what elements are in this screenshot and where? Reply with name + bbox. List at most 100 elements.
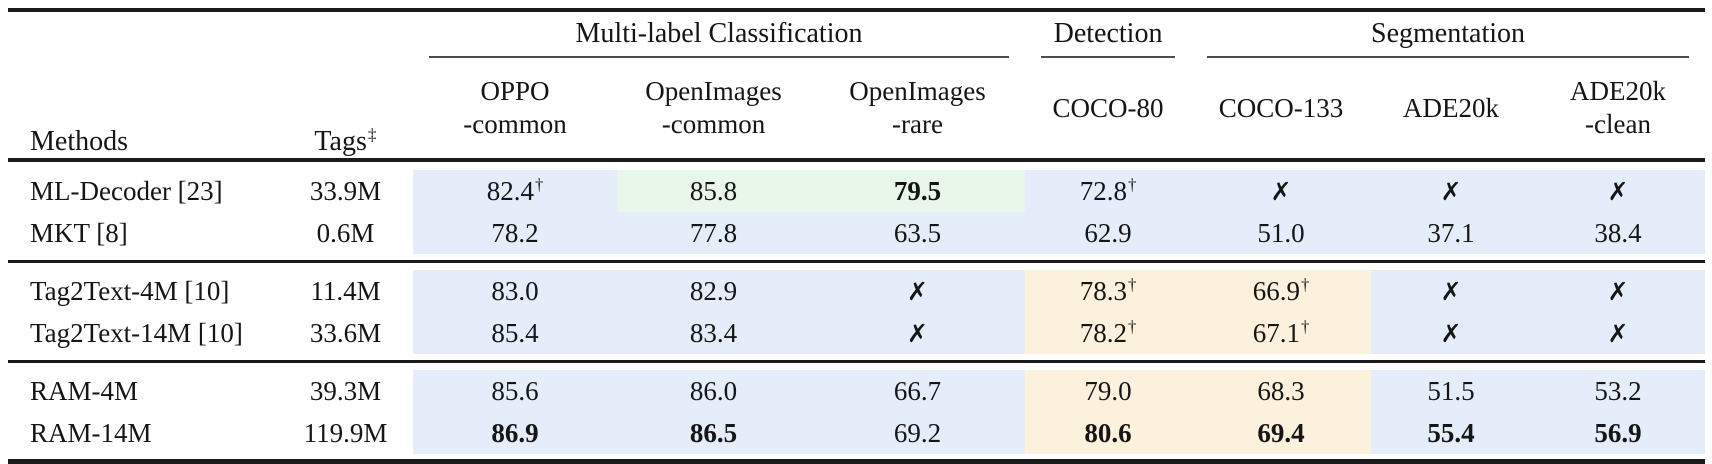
ballot-x-icon: ✗ bbox=[907, 276, 928, 306]
column-header-coco80: COCO-80 bbox=[1025, 58, 1192, 162]
methods-label: Methods bbox=[30, 126, 128, 157]
score-value: 86.9 bbox=[491, 417, 539, 448]
multilabel-group-label: Multi-label Classification bbox=[575, 18, 863, 49]
score-value: 69.4 bbox=[1257, 417, 1305, 448]
score-cell: 82.9 bbox=[617, 270, 810, 312]
score-cell: 78.3† bbox=[1025, 270, 1192, 312]
score-cell: 62.9 bbox=[1025, 212, 1192, 254]
score-value: 51.5 bbox=[1427, 375, 1475, 406]
column-label-line: OPPO bbox=[480, 76, 550, 106]
score-cell: 55.4 bbox=[1371, 412, 1532, 454]
score-value: 69.2 bbox=[893, 417, 942, 448]
score-value: 83.4 bbox=[689, 317, 738, 348]
score-value: 67.1 bbox=[1252, 317, 1300, 348]
column-header-oppo-common: OPPO -common bbox=[413, 58, 617, 162]
score-cell: 85.8 bbox=[617, 170, 810, 212]
score-value: 85.8 bbox=[689, 175, 738, 206]
benchmark-results-table: Methods Tags‡ Multi-label Classification… bbox=[8, 8, 1706, 464]
score-cell: 80.6 bbox=[1025, 412, 1192, 454]
tags-count-cell: 119.9M bbox=[278, 412, 413, 454]
score-cell: 86.0 bbox=[617, 370, 810, 412]
column-label-line: -rare bbox=[892, 109, 943, 139]
ballot-x-icon: ✗ bbox=[907, 318, 928, 348]
score-cell: 77.8 bbox=[617, 212, 810, 254]
methods-column-header: Methods bbox=[8, 10, 278, 162]
method-name-cell: Tag2Text-14M [10] bbox=[8, 312, 278, 354]
not-supported-cross-cell: ✗ bbox=[1531, 270, 1706, 312]
method-name-cell: RAM-14M bbox=[8, 412, 278, 454]
not-supported-cross-cell: ✗ bbox=[1191, 170, 1372, 212]
tags-count-cell: 33.9M bbox=[278, 170, 413, 212]
group-separator bbox=[8, 254, 1706, 270]
not-supported-cross-cell: ✗ bbox=[1531, 312, 1706, 354]
score-cell: 66.7 bbox=[810, 370, 1026, 412]
multilabel-group-rule bbox=[429, 56, 1010, 58]
dagger-marker: † bbox=[1300, 317, 1310, 337]
column-label-line: OpenImages bbox=[849, 76, 986, 106]
score-value: 80.6 bbox=[1084, 417, 1132, 448]
score-value: 85.4 bbox=[491, 317, 539, 348]
group-header-segmentation: Segmentation bbox=[1191, 10, 1705, 58]
score-cell: 38.4 bbox=[1531, 212, 1706, 254]
group-header-detection: Detection bbox=[1025, 10, 1191, 58]
tags-double-dagger: ‡ bbox=[367, 125, 377, 145]
spacer-cell bbox=[8, 254, 1706, 270]
score-value: 55.4 bbox=[1427, 417, 1475, 448]
dagger-marker: † bbox=[534, 175, 544, 195]
table-row: Tag2Text-14M [10] 33.6M 85.4 83.4 ✗ 78.2† 67.1… bbox=[8, 312, 1706, 354]
column-label-line: ADE20k bbox=[1570, 76, 1667, 106]
score-cell: 79.0 bbox=[1025, 370, 1192, 412]
not-supported-cross-cell: ✗ bbox=[810, 312, 1026, 354]
method-name-cell: Tag2Text-4M [10] bbox=[8, 270, 278, 312]
not-supported-cross-cell: ✗ bbox=[1531, 170, 1706, 212]
group-separator bbox=[8, 354, 1706, 370]
score-cell: 85.4 bbox=[413, 312, 617, 354]
score-value: 86.5 bbox=[689, 417, 738, 448]
score-cell: 53.2 bbox=[1531, 370, 1706, 412]
score-cell: 51.0 bbox=[1191, 212, 1372, 254]
group-divider-rule bbox=[8, 260, 1706, 263]
group-header-row: Methods Tags‡ Multi-label Classification… bbox=[8, 10, 1705, 162]
not-supported-cross-cell: ✗ bbox=[1371, 270, 1532, 312]
method-name-cell: MKT [8] bbox=[8, 212, 278, 254]
column-label-line: -common bbox=[661, 109, 766, 139]
ballot-x-icon: ✗ bbox=[1440, 276, 1462, 306]
segmentation-group-label: Segmentation bbox=[1371, 18, 1526, 49]
score-value: 38.4 bbox=[1594, 217, 1642, 248]
detection-group-label: Detection bbox=[1053, 18, 1163, 49]
score-cell: 82.4† bbox=[413, 170, 617, 212]
header-gap bbox=[8, 160, 1706, 170]
score-cell: 69.4 bbox=[1191, 412, 1372, 454]
column-label-line: -common bbox=[463, 109, 567, 139]
score-value: 56.9 bbox=[1594, 417, 1642, 448]
column-label-line: COCO-133 bbox=[1218, 92, 1344, 123]
detection-group-rule bbox=[1041, 56, 1176, 58]
not-supported-cross-cell: ✗ bbox=[1371, 312, 1532, 354]
score-value: 51.0 bbox=[1257, 217, 1305, 248]
score-cell: 83.4 bbox=[617, 312, 810, 354]
score-value: 86.0 bbox=[689, 375, 738, 406]
ballot-x-icon: ✗ bbox=[1270, 176, 1292, 206]
score-value: 37.1 bbox=[1427, 217, 1475, 248]
table-row: Tag2Text-4M [10] 11.4M 83.0 82.9 ✗ 78.3† 66.9†… bbox=[8, 270, 1706, 312]
column-header-openimages-common: OpenImages -common bbox=[617, 58, 810, 162]
column-header-row: OPPO -common OpenImages -common OpenImag… bbox=[8, 58, 1706, 162]
score-cell: 83.0 bbox=[413, 270, 617, 312]
column-header-openimages-rare: OpenImages -rare bbox=[810, 58, 1026, 162]
score-cell: 69.2 bbox=[810, 412, 1026, 454]
ballot-x-icon: ✗ bbox=[1440, 318, 1462, 348]
score-cell: 86.5 bbox=[617, 412, 810, 454]
score-value: 79.0 bbox=[1084, 375, 1132, 406]
ballot-x-icon: ✗ bbox=[1607, 276, 1629, 306]
score-cell: 66.9† bbox=[1191, 270, 1372, 312]
spacer-cell bbox=[8, 160, 1706, 170]
score-cell: 67.1† bbox=[1191, 312, 1372, 354]
score-value: 78.3 bbox=[1079, 275, 1127, 306]
table-header: Methods Tags‡ Multi-label Classification… bbox=[8, 10, 1706, 162]
score-cell: 37.1 bbox=[1371, 212, 1532, 254]
column-label-line: COCO-80 bbox=[1052, 92, 1164, 123]
column-label-line: -clean bbox=[1585, 109, 1651, 139]
score-cell: 86.9 bbox=[413, 412, 617, 454]
tags-column-header: Tags‡ bbox=[278, 10, 413, 162]
score-cell: 51.5 bbox=[1371, 370, 1532, 412]
